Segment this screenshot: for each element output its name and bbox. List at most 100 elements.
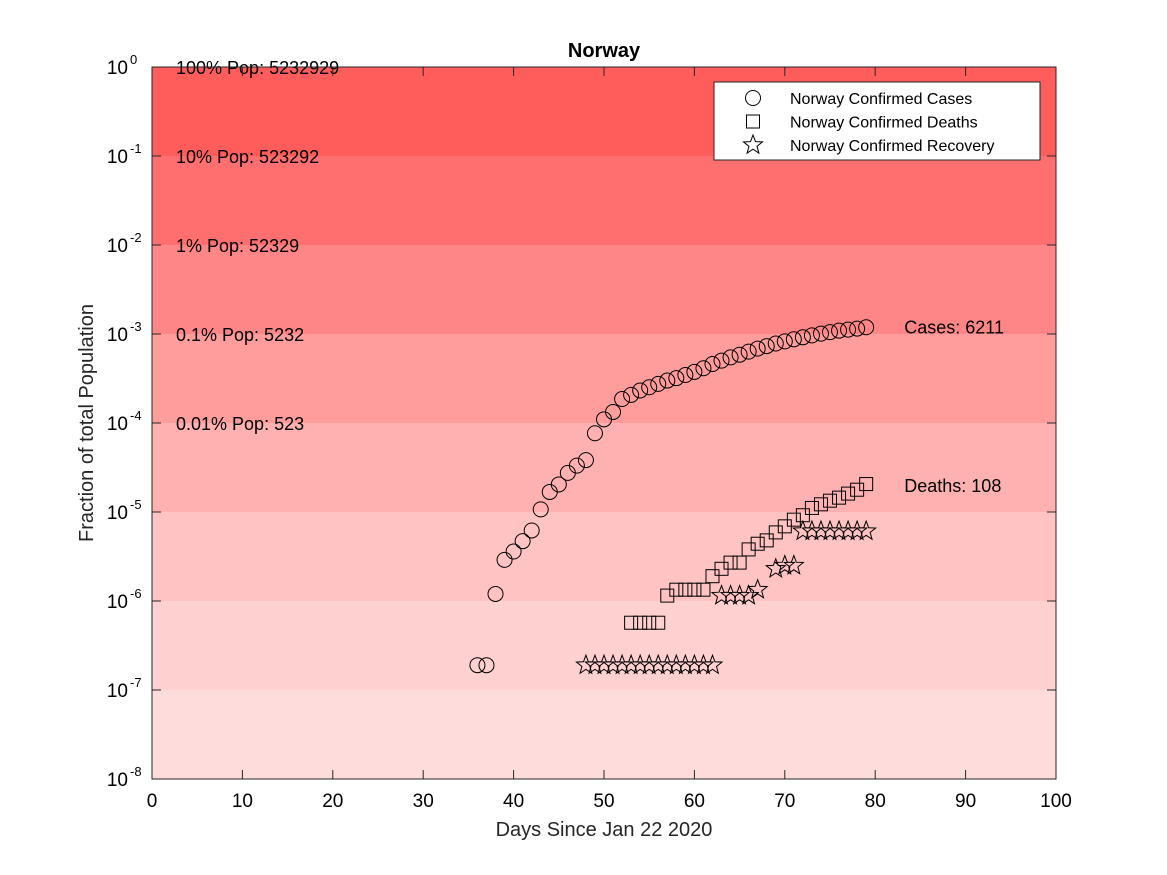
- circle-point-13: [586, 425, 603, 442]
- star-point-24: [801, 519, 823, 541]
- circle-point-22: [668, 370, 685, 387]
- square-point-4: [660, 588, 675, 603]
- band-label-2: 1% Pop: 52329: [176, 236, 299, 256]
- legend-marker-circle: [745, 90, 761, 106]
- circle-point-27: [713, 352, 730, 369]
- circle-point-36: [794, 329, 811, 346]
- star-point-15: [710, 584, 733, 605]
- square-point-13: [741, 542, 756, 557]
- star-point-9: [656, 653, 679, 675]
- circle-point-31: [749, 340, 766, 357]
- series-layer: [469, 319, 878, 675]
- series-star: [575, 519, 878, 675]
- circle-point-16: [614, 391, 631, 408]
- legend-marker-square: [746, 114, 760, 129]
- x-axis-ticks: 0 10 20 30 40 50 60 70 80 90 100: [147, 67, 1072, 812]
- star-point-2: [593, 653, 615, 675]
- circle-point-15: [605, 403, 622, 420]
- x-tick-label-100: 100: [1040, 791, 1072, 812]
- y-tick-exponent-5: -5: [130, 497, 142, 512]
- x-tick-label-40: 40: [503, 791, 524, 812]
- star-point-27: [828, 519, 850, 541]
- y-tick-exponent-4: -4: [130, 408, 142, 423]
- series-square: [624, 477, 874, 630]
- population-band-5: [152, 512, 1056, 601]
- star-point-8: [647, 653, 670, 675]
- star-point-20: [764, 557, 787, 579]
- band-label-3: 0.1% Pop: 5232: [176, 325, 304, 345]
- band-label-4: 0.01% Pop: 523: [176, 414, 304, 434]
- circle-point-24: [686, 363, 703, 380]
- population-band-6: [152, 601, 1056, 690]
- circle-point-32: [758, 338, 775, 355]
- circle-point-2: [487, 585, 504, 602]
- circle-point-23: [677, 367, 694, 384]
- circle-point-43: [858, 319, 875, 336]
- population-band-3: [152, 334, 1056, 423]
- star-point-1: [584, 653, 606, 675]
- square-point-0: [624, 615, 639, 630]
- circle-point-6: [523, 522, 540, 539]
- square-point-2: [642, 615, 657, 630]
- star-point-10: [665, 653, 688, 675]
- legend-box: [713, 81, 1041, 161]
- square-point-25: [850, 482, 865, 497]
- circle-point-17: [623, 386, 640, 403]
- x-tick-label-0: 0: [147, 791, 158, 812]
- square-point-26: [859, 477, 874, 492]
- circle-point-34: [776, 333, 793, 350]
- square-point-5: [669, 582, 684, 597]
- y-tick-label-8: 10: [107, 770, 128, 791]
- star-point-14: [701, 653, 724, 675]
- circle-point-18: [632, 382, 649, 399]
- square-point-6: [678, 582, 693, 597]
- square-point-21: [813, 497, 828, 512]
- circle-point-29: [731, 346, 748, 363]
- star-point-18: [737, 584, 760, 605]
- star-point-29: [846, 519, 868, 541]
- star-point-17: [728, 584, 751, 605]
- y-tick-label-4: 10: [107, 414, 128, 435]
- population-band-1: [152, 156, 1056, 245]
- end-label-0: Cases: 6211: [904, 318, 1004, 338]
- y-tick-label-6: 10: [107, 592, 128, 613]
- population-band-4: [152, 423, 1056, 512]
- circle-point-3: [496, 551, 513, 568]
- square-point-1: [633, 615, 648, 630]
- circle-point-38: [812, 325, 829, 342]
- square-point-7: [687, 582, 702, 597]
- circle-point-40: [831, 322, 848, 339]
- x-tick-label-60: 60: [684, 791, 705, 812]
- square-point-20: [804, 500, 819, 515]
- circle-point-20: [650, 375, 667, 392]
- y-axis-label: Fraction of total Population: [76, 304, 98, 542]
- square-point-8: [696, 582, 711, 597]
- y-tick-exponent-1: -1: [130, 141, 142, 156]
- y-tick-label-0: 10: [107, 58, 128, 79]
- population-band-labels: 100% Pop: 5232929 10% Pop: 523292 1% Pop: …: [176, 58, 339, 434]
- circle-point-26: [704, 356, 721, 373]
- star-point-6: [629, 653, 652, 675]
- y-tick-label-5: 10: [107, 503, 128, 524]
- star-point-19: [746, 578, 769, 599]
- square-point-9: [705, 569, 720, 584]
- y-tick-label-1: 10: [107, 147, 128, 168]
- circle-point-30: [740, 343, 757, 360]
- star-point-25: [810, 519, 832, 541]
- legend-entry-0: Norway Confirmed Cases: [790, 91, 972, 108]
- legend: Norway Confirmed Cases Norway Confirmed D…: [713, 81, 1041, 161]
- star-point-5: [620, 653, 642, 675]
- star-point-7: [638, 653, 661, 675]
- star-point-23: [792, 519, 814, 541]
- end-labels: Cases: 6211 Deaths: 108: [904, 318, 1004, 497]
- star-point-28: [837, 519, 859, 541]
- population-band-7: [152, 690, 1056, 779]
- square-point-3: [651, 615, 666, 630]
- star-point-3: [602, 653, 624, 675]
- square-point-24: [841, 486, 856, 501]
- star-point-30: [855, 519, 878, 541]
- circle-point-25: [695, 360, 712, 377]
- circle-point-12: [577, 452, 594, 469]
- star-point-26: [819, 519, 841, 541]
- legend-entry-1: Norway Confirmed Deaths: [790, 115, 978, 132]
